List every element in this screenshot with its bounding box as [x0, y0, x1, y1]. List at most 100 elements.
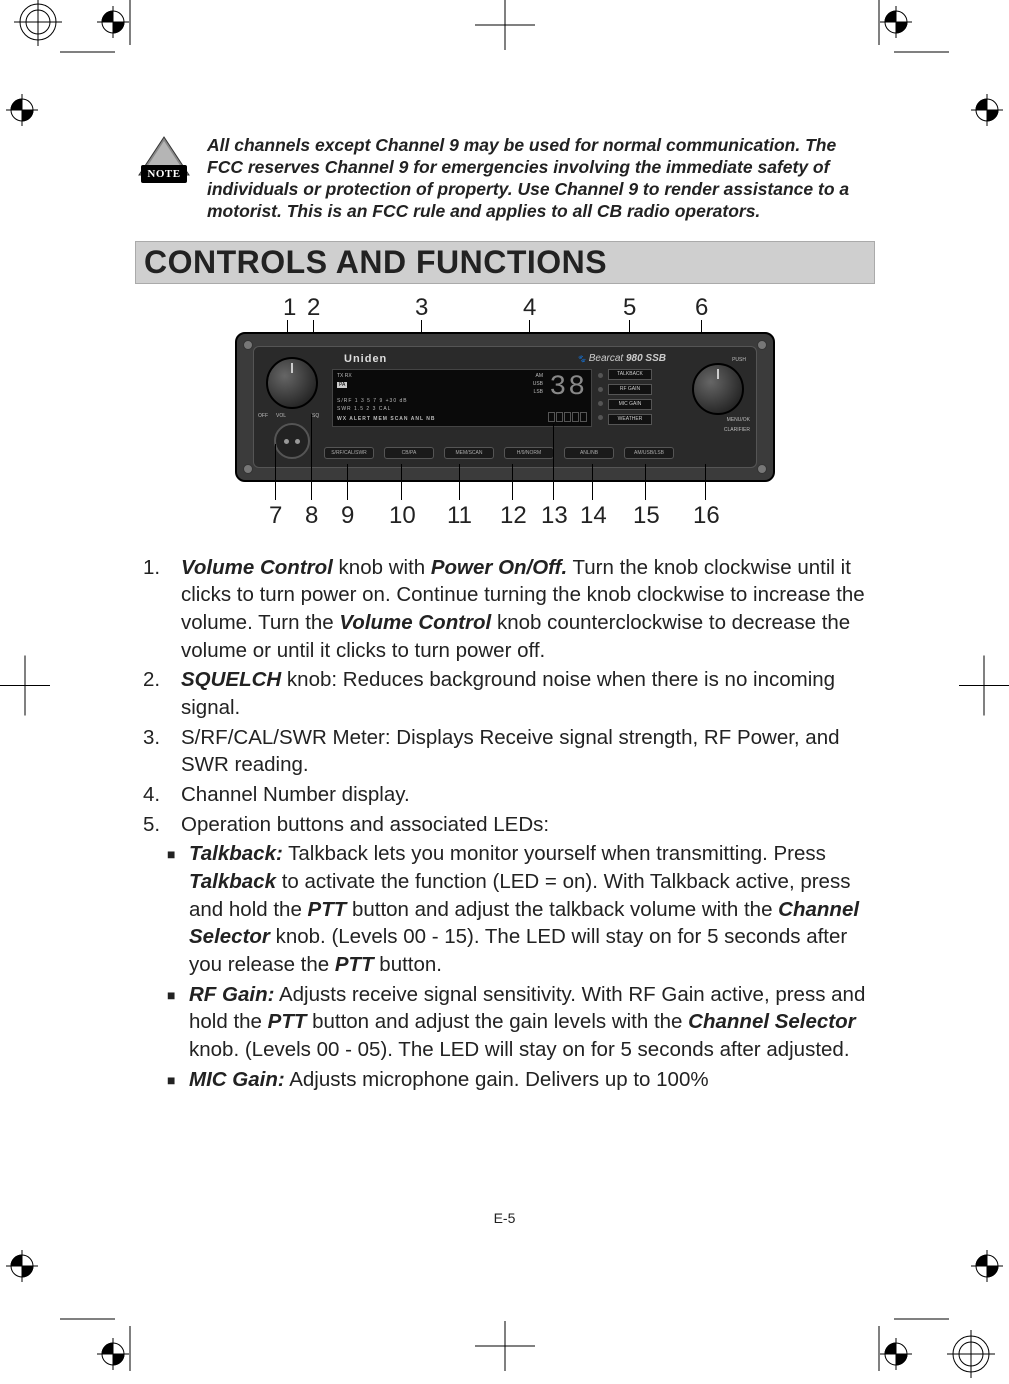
- item-number: 5.: [143, 811, 181, 839]
- callout-line: [401, 464, 402, 500]
- lcd-panel: TX RX PA AM USB LSB 38 S/RF 1 3 5 7 9 +3…: [332, 369, 592, 427]
- channel-number: 38: [549, 372, 587, 403]
- btn-anlnb: ANL/NB: [564, 447, 614, 459]
- item-text: S/RF/CAL/SWR Meter: Displays Receive sig…: [181, 724, 875, 779]
- note-badge-label: NOTE: [141, 165, 186, 183]
- screw: [757, 464, 767, 474]
- crop-cross: [0, 656, 50, 721]
- bullet-marker: ■: [167, 981, 189, 1064]
- meter-scale: S/RF 1 3 5 7 9 +30 dB: [337, 398, 408, 404]
- item-number: 2.: [143, 666, 181, 721]
- bullet-rfgain: ■ RF Gain: Adjusts receive signal sensit…: [167, 981, 875, 1064]
- callout-line: [459, 464, 460, 500]
- reg-mark-corner: [8, 0, 68, 52]
- model-script: 🐾 Bearcat 980 SSB: [577, 353, 666, 364]
- btn-cbpa: CB/PA: [384, 447, 434, 459]
- off-label: OFF: [258, 413, 268, 419]
- channel-knob: [692, 363, 744, 415]
- note-icon: NOTE: [135, 135, 193, 183]
- list-item-2: 2. SQUELCH knob: Reduces background nois…: [143, 666, 875, 721]
- bullet-text: MIC Gain: Adjusts microphone gain. Deliv…: [189, 1066, 875, 1094]
- callout-3: 3: [415, 294, 428, 322]
- led-column: [598, 373, 603, 420]
- mic-port: [274, 423, 310, 459]
- micgain-button: MIC GAIN: [608, 399, 652, 410]
- callout-13: 13: [541, 502, 568, 530]
- rfgain-button: RF GAIN: [608, 384, 652, 395]
- reg-target: [4, 92, 40, 128]
- reg-target: [4, 1248, 40, 1284]
- callout-7: 7: [269, 502, 282, 530]
- freq-digits: [548, 412, 587, 422]
- note-block: NOTE All channels except Channel 9 may b…: [135, 135, 875, 223]
- swr-row: SWR 1.5 2 3 CAL: [337, 406, 391, 412]
- btn-amusblsb: AM/USB/LSB: [624, 447, 674, 459]
- reg-mark-corner: [941, 1324, 1001, 1384]
- callout-10: 10: [389, 502, 416, 530]
- callout-8: 8: [305, 502, 318, 530]
- btn-h9norm: H/9/NORM: [504, 447, 554, 459]
- callout-line: [347, 464, 348, 500]
- note-text: All channels except Channel 9 may be use…: [207, 135, 875, 223]
- callout-16: 16: [693, 502, 720, 530]
- callout-12: 12: [500, 502, 527, 530]
- callout-line: [275, 444, 276, 500]
- bullet-marker: ■: [167, 840, 189, 978]
- volume-knob: [266, 357, 318, 409]
- list-item-3: 3. S/RF/CAL/SWR Meter: Displays Receive …: [143, 724, 875, 779]
- sq-label: SQ: [312, 413, 319, 419]
- sub-bullet-list: ■ Talkback: Talkback lets you monitor yo…: [167, 840, 875, 1093]
- bullet-text: Talkback: Talkback lets you monitor your…: [189, 840, 875, 978]
- bullet-talkback: ■ Talkback: Talkback lets you monitor yo…: [167, 840, 875, 978]
- callout-5: 5: [623, 294, 636, 322]
- item-text: Volume Control knob with Power On/Off. T…: [181, 554, 875, 665]
- vol-label: VOL: [276, 413, 286, 419]
- callout-line: [512, 464, 513, 500]
- callout-14: 14: [580, 502, 607, 530]
- page-number: E-5: [0, 1210, 1009, 1226]
- list-item-4: 4. Channel Number display.: [143, 781, 875, 809]
- callout-line: [645, 464, 646, 500]
- usb-label: USB: [533, 381, 543, 387]
- btn-memscan: MEM/SCAN: [444, 447, 494, 459]
- callout-6: 6: [695, 294, 708, 322]
- item-text: Operation buttons and associated LEDs:: [181, 811, 875, 839]
- bullet-text: RF Gain: Adjusts receive signal sensitiv…: [189, 981, 875, 1064]
- section-header: CONTROLS AND FUNCTIONS: [135, 241, 875, 284]
- brand-label: Uniden: [344, 353, 387, 365]
- callout-line: [553, 424, 554, 500]
- txrx-label: TX RX: [337, 373, 352, 379]
- bullet-marker: ■: [167, 1066, 189, 1094]
- callout-line: [311, 414, 312, 500]
- reg-target: [969, 1248, 1005, 1284]
- screw: [757, 340, 767, 350]
- screw: [243, 464, 253, 474]
- am-label: AM: [536, 373, 544, 379]
- btn-srf: S/RF/CAL/SWR: [324, 447, 374, 459]
- callout-15: 15: [633, 502, 660, 530]
- item-number: 1.: [143, 554, 181, 665]
- bullet-micgain: ■ MIC Gain: Adjusts microphone gain. Del…: [167, 1066, 875, 1094]
- callout-line: [592, 464, 593, 500]
- push-label: PUSH: [732, 357, 746, 363]
- bottom-button-row: S/RF/CAL/SWR CB/PA MEM/SCAN H/9/NORM ANL…: [324, 447, 674, 459]
- list-item-1: 1. Volume Control knob with Power On/Off…: [143, 554, 875, 665]
- crop-cross: [475, 1321, 535, 1376]
- list-item-5: 5. Operation buttons and associated LEDs…: [143, 811, 875, 839]
- callout-2: 2: [307, 294, 320, 322]
- item-number: 4.: [143, 781, 181, 809]
- item-number: 3.: [143, 724, 181, 779]
- callout-9: 9: [341, 502, 354, 530]
- reg-target: [969, 92, 1005, 128]
- callout-4: 4: [523, 294, 536, 322]
- controls-list: 1. Volume Control knob with Power On/Off…: [135, 554, 875, 1094]
- lsb-label: LSB: [534, 389, 543, 395]
- lcd-bottom-row: WX ALERT MEM SCAN ANL NB: [337, 416, 436, 422]
- item-text: SQUELCH knob: Reduces background noise w…: [181, 666, 875, 721]
- diagram-container: 1 2 3 4 5 6 OFF VOL: [135, 294, 875, 534]
- crop-line: [60, 0, 140, 65]
- item-text: Channel Number display.: [181, 781, 875, 809]
- crop-line: [869, 1311, 949, 1376]
- side-button-column: TALKBACK RF GAIN MIC GAIN WEATHER: [608, 369, 652, 425]
- pa-label: PA: [337, 382, 347, 388]
